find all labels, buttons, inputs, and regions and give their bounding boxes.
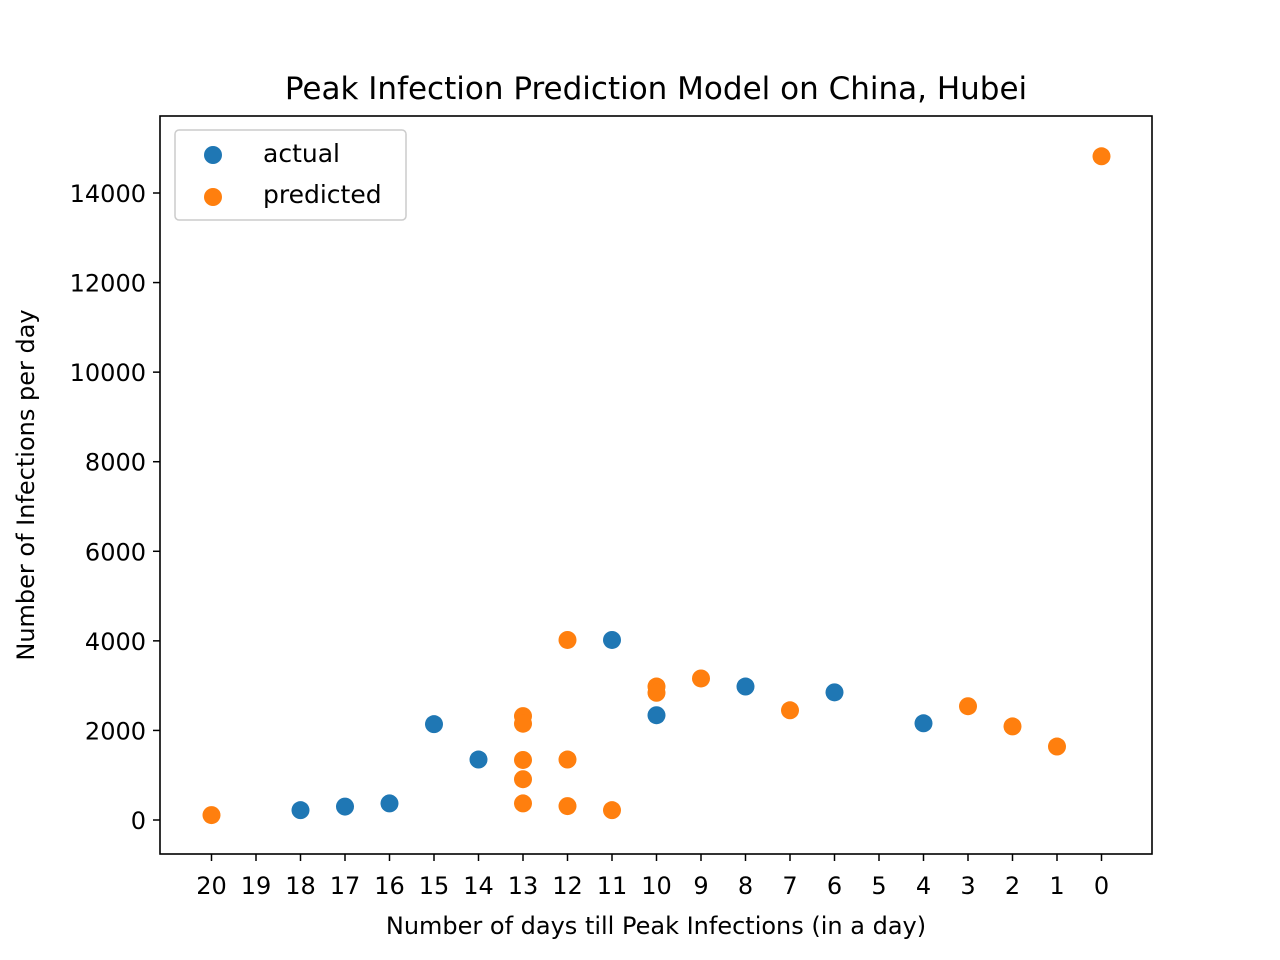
- point-actual: [914, 714, 933, 733]
- point-actual: [291, 801, 310, 820]
- point-actual: [380, 794, 399, 813]
- point-predicted: [514, 714, 532, 733]
- x-tick-label: 15: [419, 872, 450, 900]
- y-axis-label: Number of Infections per day: [12, 309, 40, 660]
- y-tick-label: 4000: [85, 628, 146, 656]
- x-tick-label: 0: [1094, 872, 1109, 900]
- point-actual: [336, 797, 354, 816]
- y-axis: 0 2000 4000 6000 8000 10000 12000 14000: [70, 180, 160, 835]
- point-actual: [647, 706, 666, 725]
- point-actual: [469, 750, 488, 769]
- legend: actual predicted: [174, 129, 407, 221]
- point-predicted: [558, 630, 577, 649]
- y-tick-label: 8000: [85, 449, 146, 477]
- x-tick-label: 3: [960, 872, 975, 900]
- x-tick-label: 20: [196, 872, 227, 900]
- x-tick-label: 9: [693, 872, 708, 900]
- point-actual: [603, 630, 621, 649]
- points-layer: [202, 147, 1111, 825]
- x-tick-label: 18: [285, 872, 316, 900]
- point-predicted: [1003, 717, 1022, 736]
- point-actual: [736, 677, 755, 696]
- x-tick-label: 2: [1005, 872, 1020, 900]
- point-predicted: [514, 794, 532, 813]
- x-tick-label: 10: [641, 872, 672, 900]
- point-predicted: [959, 697, 977, 716]
- point-predicted: [647, 683, 666, 702]
- chart-title: Peak Infection Prediction Model on China…: [285, 71, 1027, 107]
- x-tick-label: 4: [916, 872, 931, 900]
- legend-marker-predicted: [204, 188, 222, 206]
- legend-label-predicted: predicted: [263, 180, 382, 209]
- x-tick-label: 7: [782, 872, 797, 900]
- x-tick-label: 12: [552, 872, 583, 900]
- point-predicted: [603, 801, 621, 820]
- legend-box: [174, 129, 407, 221]
- x-tick-label: 14: [463, 872, 494, 900]
- x-tick-label: 13: [508, 872, 539, 900]
- point-predicted: [514, 770, 532, 789]
- x-tick-label: 19: [241, 872, 272, 900]
- point-predicted: [1048, 737, 1066, 756]
- y-tick-label: 6000: [85, 538, 146, 566]
- x-tick-label: 8: [738, 872, 753, 900]
- x-axis-label: Number of days till Peak Infections (in …: [386, 912, 926, 940]
- y-tick-label: 14000: [70, 180, 146, 208]
- x-tick-label: 11: [597, 872, 628, 900]
- point-predicted: [514, 750, 532, 769]
- x-axis: 20 19 18 17 16 15 14 13 12 11 10 9 8 7 6 5 4 3 2 1 0: [196, 854, 1109, 900]
- y-tick-label: 2000: [85, 717, 146, 745]
- point-predicted: [558, 750, 577, 769]
- point-predicted: [1092, 147, 1111, 166]
- legend-label-actual: actual: [263, 139, 340, 168]
- point-actual: [425, 715, 443, 734]
- point-predicted: [692, 669, 710, 688]
- x-tick-label: 16: [374, 872, 405, 900]
- y-tick-label: 10000: [70, 359, 146, 387]
- x-tick-label: 6: [827, 872, 842, 900]
- point-predicted: [202, 806, 221, 825]
- plot-frame: [159, 115, 1153, 855]
- x-tick-label: 1: [1049, 872, 1064, 900]
- y-tick-label: 0: [131, 807, 146, 835]
- point-predicted: [558, 797, 577, 816]
- x-tick-label: 5: [871, 872, 886, 900]
- point-predicted: [781, 701, 799, 720]
- y-tick-label: 12000: [70, 270, 146, 298]
- point-actual: [825, 683, 844, 702]
- legend-marker-actual: [204, 146, 222, 164]
- x-tick-label: 17: [330, 872, 361, 900]
